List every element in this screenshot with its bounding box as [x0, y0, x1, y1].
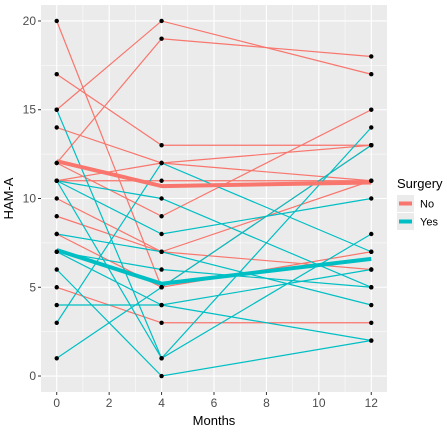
data-point [369, 338, 374, 343]
data-point [54, 214, 59, 219]
legend-label-yes: Yes [420, 217, 438, 229]
x-tick-label: 6 [211, 396, 218, 410]
data-point [54, 249, 59, 254]
data-point [159, 18, 164, 24]
data-point [54, 231, 59, 237]
data-point [54, 320, 59, 325]
y-tick-label: 20 [23, 14, 37, 28]
data-point [54, 107, 59, 112]
data-points [54, 18, 374, 379]
x-tick-label: 0 [53, 396, 60, 410]
x-tick-label: 8 [263, 396, 270, 410]
legend-entries: No Yes [397, 195, 438, 230]
data-point [54, 267, 59, 272]
legend-title: Surgery [397, 176, 443, 191]
data-point [54, 178, 59, 183]
data-point [369, 320, 374, 325]
data-point [369, 302, 374, 308]
data-point [369, 231, 374, 237]
data-point [159, 214, 164, 219]
y-axis-ticks: 0 5 10 15 20 [23, 14, 41, 383]
x-axis-title: Months [193, 413, 236, 428]
data-point [159, 160, 164, 166]
mean-line-no [56, 159, 372, 189]
data-point [54, 125, 59, 130]
data-point [159, 178, 164, 183]
data-point [369, 54, 374, 59]
data-point [369, 267, 374, 272]
data-point [54, 72, 59, 77]
data-point [369, 143, 374, 148]
data-point [369, 285, 374, 290]
data-point [54, 196, 59, 201]
data-point [54, 302, 59, 308]
y-tick-label: 5 [29, 280, 36, 294]
x-tick-label: 10 [312, 396, 326, 410]
data-point [369, 72, 374, 77]
x-tick-label: 12 [365, 396, 379, 410]
data-point [54, 285, 59, 290]
legend: Surgery No Yes [397, 176, 443, 230]
data-point [54, 160, 59, 166]
data-point [54, 18, 59, 24]
y-tick-label: 0 [29, 369, 36, 383]
x-tick-label: 2 [106, 396, 113, 410]
data-point [159, 320, 164, 325]
data-point [159, 196, 164, 201]
data-point [369, 125, 374, 130]
mean-line-yes [56, 248, 372, 286]
data-point [159, 373, 164, 379]
data-point [159, 231, 164, 237]
data-point [54, 356, 59, 361]
x-tick-label: 4 [158, 396, 165, 410]
data-point [159, 249, 164, 254]
data-point [369, 196, 374, 201]
y-tick-label: 15 [23, 103, 37, 117]
data-point [369, 107, 374, 112]
data-point [159, 36, 164, 41]
mean-lines [56, 159, 372, 286]
data-point [159, 143, 164, 148]
y-tick-label: 10 [23, 192, 37, 206]
x-axis-ticks: 0 2 4 6 8 10 12 [53, 392, 378, 410]
data-point [369, 178, 374, 183]
data-point [369, 249, 374, 254]
data-point [159, 356, 164, 361]
data-point [159, 285, 164, 290]
legend-label-no: No [420, 199, 434, 211]
data-point [159, 267, 164, 272]
y-axis-title: HAM-A [1, 177, 16, 219]
data-point [159, 302, 164, 308]
